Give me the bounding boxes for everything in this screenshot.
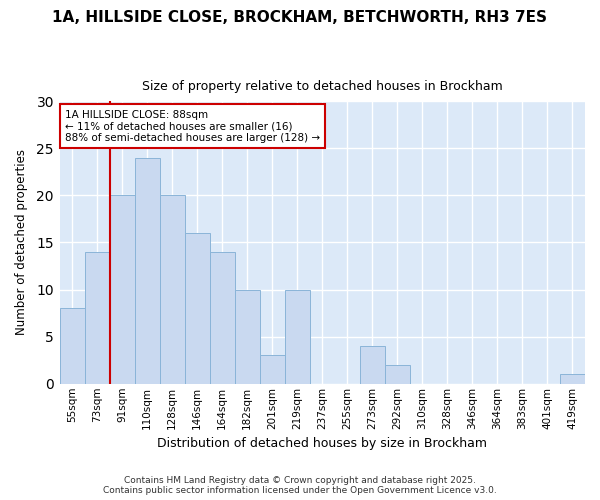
Y-axis label: Number of detached properties: Number of detached properties [15,150,28,336]
Bar [285,290,310,384]
Bar [260,356,285,384]
Bar [110,196,134,384]
Bar [185,233,209,384]
Bar [209,252,235,384]
X-axis label: Distribution of detached houses by size in Brockham: Distribution of detached houses by size … [157,437,487,450]
Bar [360,346,385,384]
Bar [560,374,585,384]
Text: 1A, HILLSIDE CLOSE, BROCKHAM, BETCHWORTH, RH3 7ES: 1A, HILLSIDE CLOSE, BROCKHAM, BETCHWORTH… [53,10,548,25]
Bar [235,290,260,384]
Bar [160,196,185,384]
Text: Contains HM Land Registry data © Crown copyright and database right 2025.
Contai: Contains HM Land Registry data © Crown c… [103,476,497,495]
Bar [85,252,110,384]
Text: 1A HILLSIDE CLOSE: 88sqm
← 11% of detached houses are smaller (16)
88% of semi-d: 1A HILLSIDE CLOSE: 88sqm ← 11% of detach… [65,110,320,143]
Bar [59,308,85,384]
Bar [134,158,160,384]
Bar [385,365,410,384]
Title: Size of property relative to detached houses in Brockham: Size of property relative to detached ho… [142,80,503,93]
